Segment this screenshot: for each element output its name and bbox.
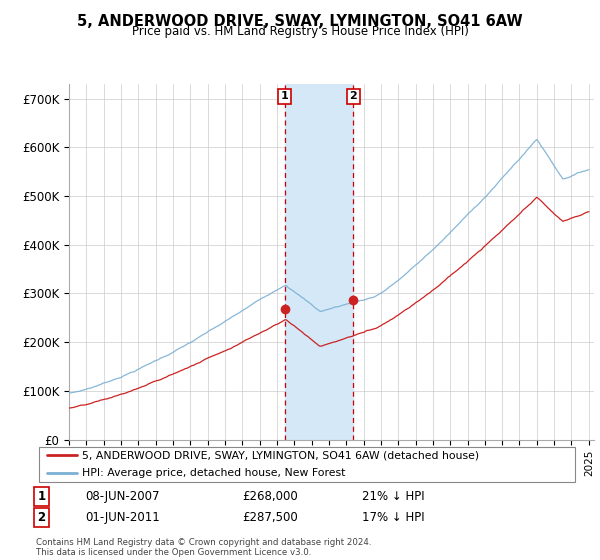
Text: Contains HM Land Registry data © Crown copyright and database right 2024.
This d: Contains HM Land Registry data © Crown c… — [36, 538, 371, 557]
Text: 17% ↓ HPI: 17% ↓ HPI — [362, 511, 424, 524]
Bar — [284, 84, 353, 440]
Text: HPI: Average price, detached house, New Forest: HPI: Average price, detached house, New … — [82, 468, 346, 478]
Text: 21% ↓ HPI: 21% ↓ HPI — [362, 490, 424, 503]
FancyBboxPatch shape — [39, 447, 575, 482]
Text: Price paid vs. HM Land Registry's House Price Index (HPI): Price paid vs. HM Land Registry's House … — [131, 25, 469, 38]
Text: 01-JUN-2011: 01-JUN-2011 — [85, 511, 160, 524]
Text: 1: 1 — [37, 490, 46, 503]
Text: £287,500: £287,500 — [242, 511, 298, 524]
Text: 5, ANDERWOOD DRIVE, SWAY, LYMINGTON, SO41 6AW (detached house): 5, ANDERWOOD DRIVE, SWAY, LYMINGTON, SO4… — [82, 450, 479, 460]
Text: 2: 2 — [349, 91, 357, 101]
Text: 08-JUN-2007: 08-JUN-2007 — [85, 490, 160, 503]
Text: 5, ANDERWOOD DRIVE, SWAY, LYMINGTON, SO41 6AW: 5, ANDERWOOD DRIVE, SWAY, LYMINGTON, SO4… — [77, 14, 523, 29]
Text: £268,000: £268,000 — [242, 490, 298, 503]
Text: 1: 1 — [281, 91, 289, 101]
Text: 2: 2 — [37, 511, 46, 524]
